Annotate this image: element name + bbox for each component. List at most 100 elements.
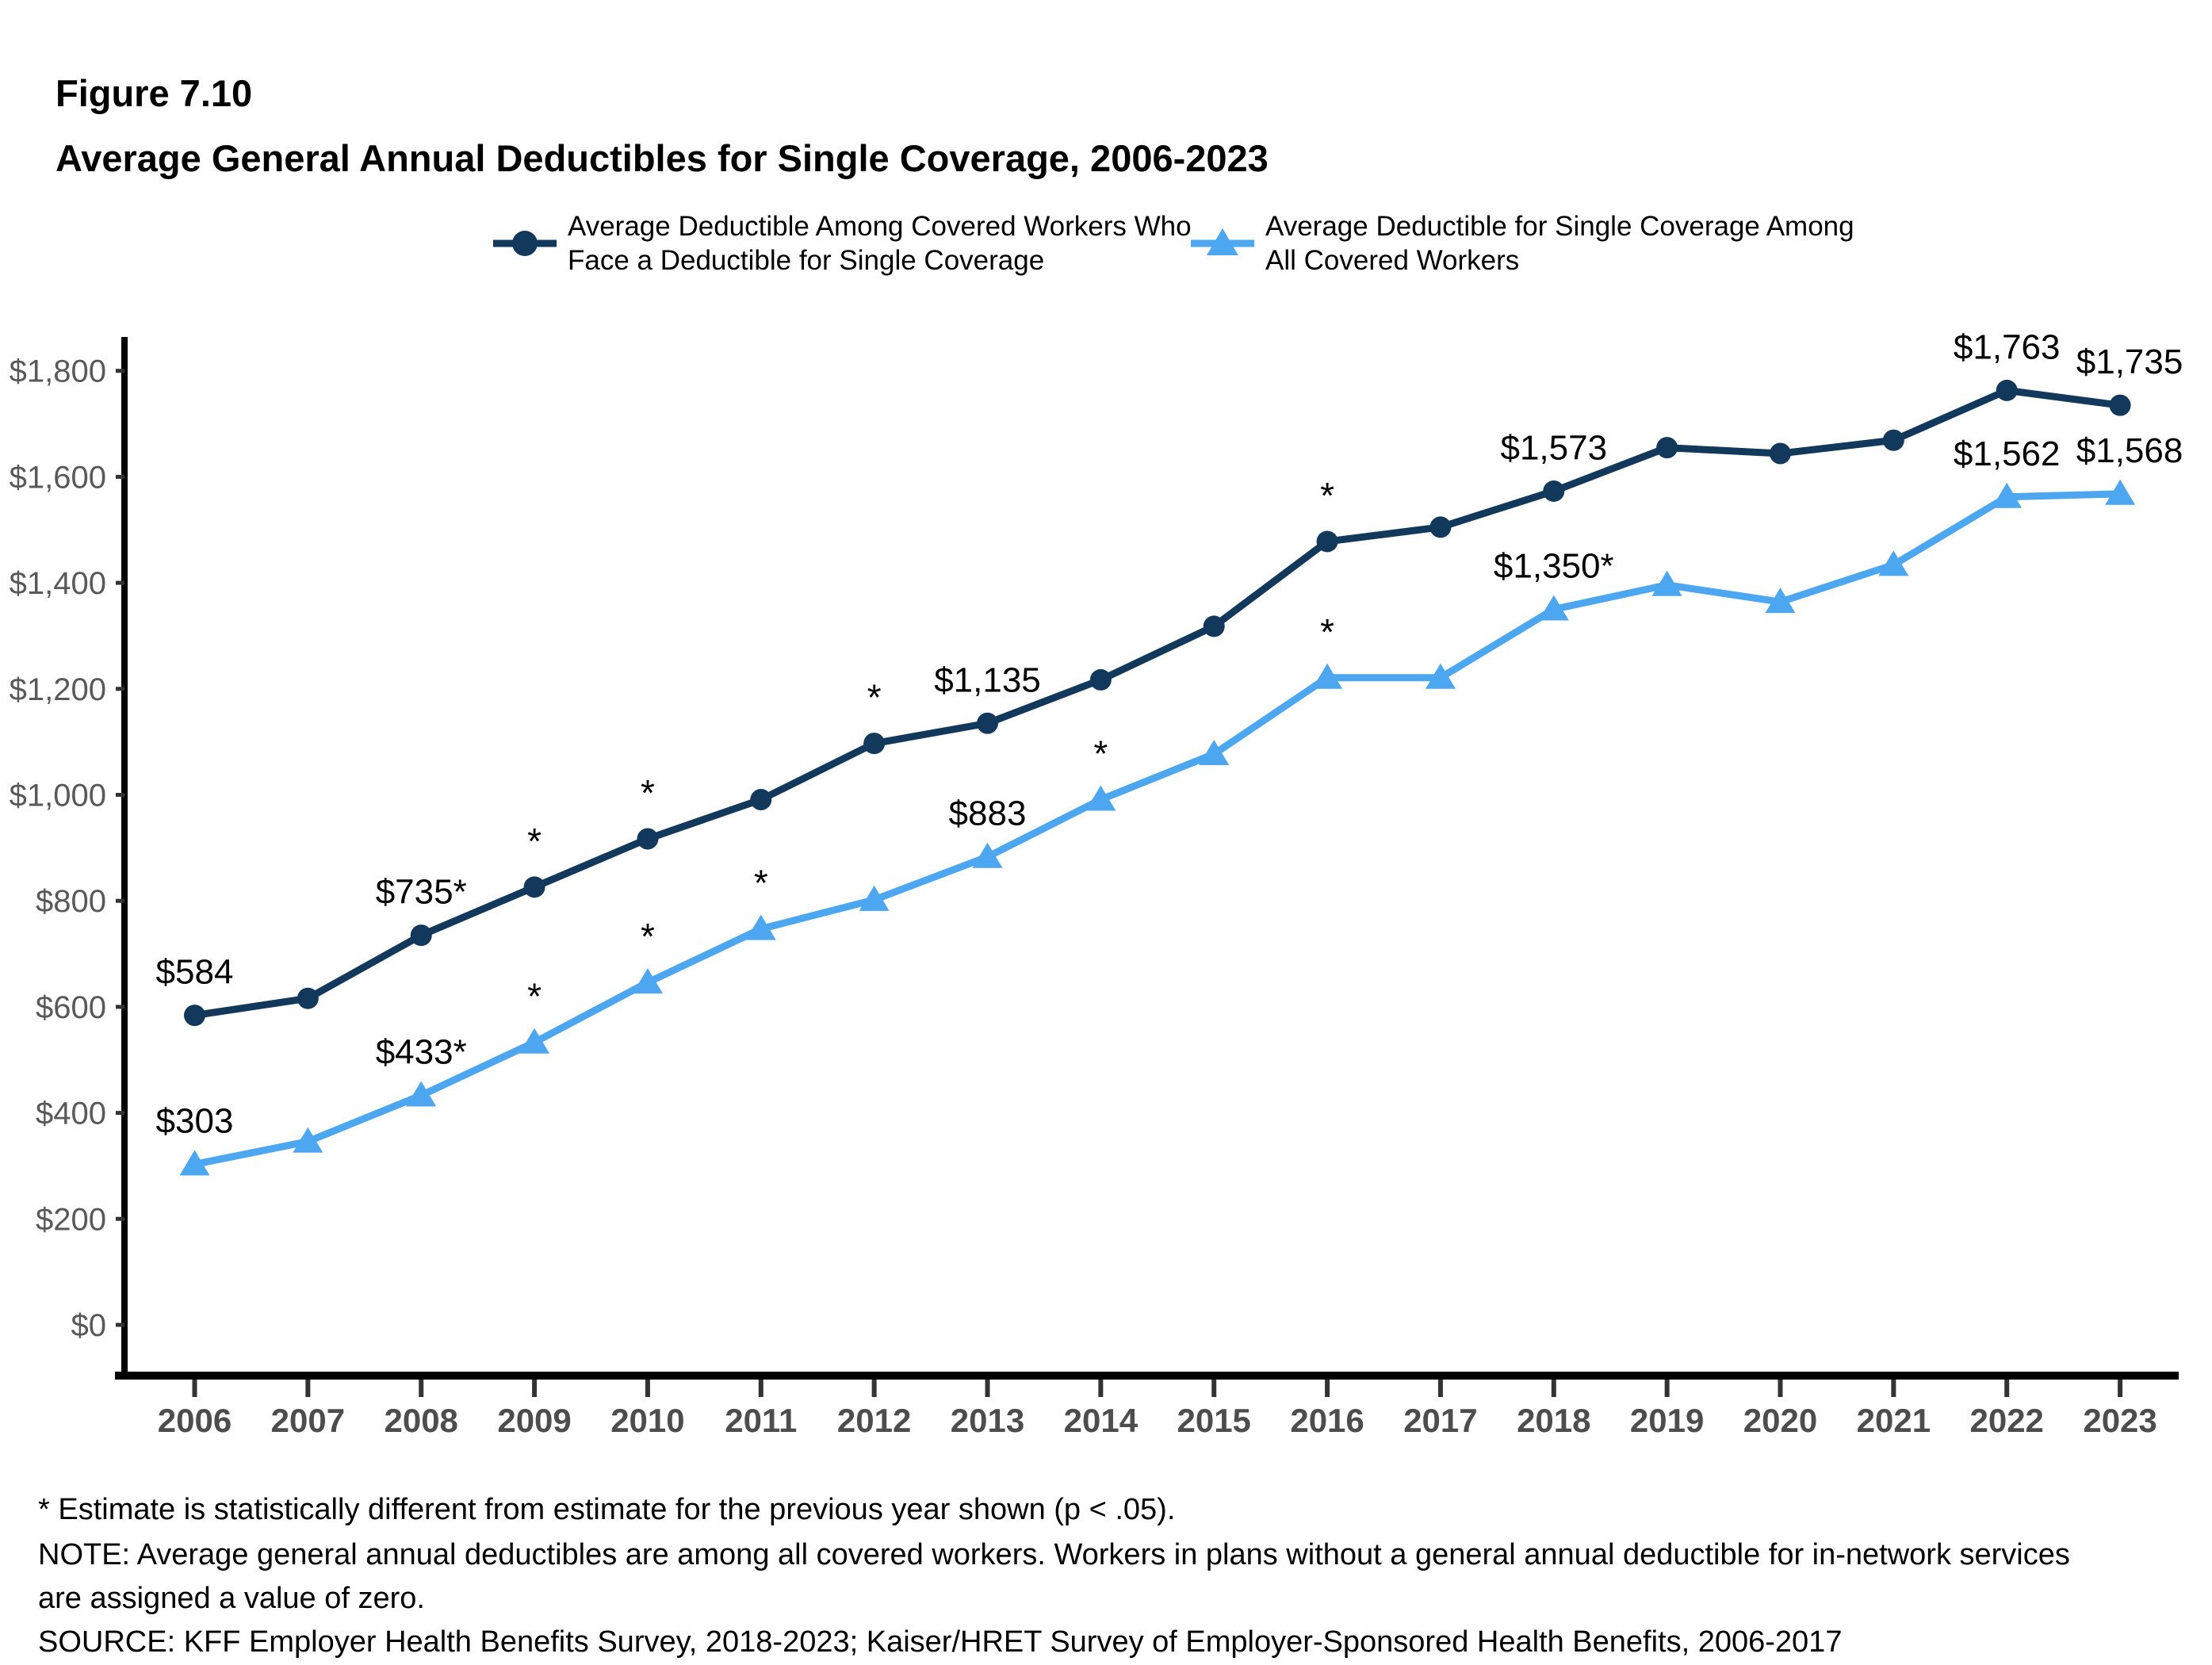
significance-asterisk-all-workers-2009: *	[527, 976, 542, 1017]
legend-item-face-deductible: Average Deductible Among Covered Workers…	[493, 211, 1192, 276]
data-point-all-workers-2006	[179, 1150, 210, 1176]
legend-label-dark-line1: Average Deductible Among Covered Workers…	[568, 211, 1192, 242]
y-tick-label: $200	[36, 1202, 106, 1237]
value-label-face-deductible-2008: $735*	[376, 873, 467, 912]
line-face-deductible	[191, 386, 2124, 1020]
x-tick-label-2019: 2019	[1630, 1402, 1704, 1439]
data-point-all-workers-2009	[519, 1028, 550, 1054]
x-tick-label-2010: 2010	[610, 1402, 684, 1439]
data-point-face-deductible-2021	[1882, 429, 1904, 451]
legend-triangle-marker-icon	[1207, 228, 1238, 255]
data-point-all-workers-2018	[1538, 595, 1569, 621]
x-tick-label-2021: 2021	[1857, 1402, 1931, 1439]
x-tick-label-2012: 2012	[837, 1402, 911, 1439]
data-point-face-deductible-2014	[1089, 668, 1112, 691]
x-tick-label-2009: 2009	[497, 1402, 571, 1439]
x-tick-label-2018: 2018	[1517, 1402, 1590, 1439]
x-tick-label-2020: 2020	[1743, 1402, 1817, 1439]
data-point-face-deductible-2019	[1656, 437, 1678, 459]
x-tick-label-2014: 2014	[1064, 1402, 1139, 1439]
x-tick-label-2016: 2016	[1290, 1402, 1364, 1439]
value-label-all-workers-2018: $1,350*	[1494, 547, 1614, 586]
significance-asterisk-face-deductible-2009: *	[527, 821, 542, 862]
data-point-all-workers-2013	[972, 842, 1003, 868]
data-point-face-deductible-2010	[637, 828, 659, 850]
data-point-all-workers-2016	[1312, 663, 1343, 689]
line-all-workers	[191, 490, 2124, 1168]
value-label-all-workers-2008: $433*	[376, 1033, 467, 1072]
data-point-face-deductible-2011	[750, 789, 772, 811]
figure-number: Figure 7.10	[55, 72, 252, 114]
significance-asterisk-face-deductible-2010: *	[641, 772, 655, 813]
data-point-all-workers-2020	[1765, 588, 1796, 614]
data-point-face-deductible-2016	[1316, 530, 1338, 553]
data-point-all-workers-2017	[1425, 663, 1456, 689]
data-point-all-workers-2023	[2105, 479, 2136, 505]
significance-asterisk-all-workers-2010: *	[641, 916, 655, 957]
data-point-face-deductible-2020	[1769, 442, 1791, 465]
value-label-all-workers-2023: $1,568	[2076, 431, 2183, 470]
series-face-deductible: $584 $735* $1,135 $1,573 $1,763 $1,735 * * * *	[156, 327, 2183, 1027]
y-tick-label: $800	[36, 884, 106, 919]
data-point-face-deductible-2023	[2109, 394, 2131, 416]
data-point-face-deductible-2006	[184, 1005, 205, 1027]
y-tick-label: $600	[36, 990, 106, 1025]
value-label-all-workers-2013: $883	[949, 794, 1027, 833]
y-tick-label: $0	[71, 1308, 107, 1343]
data-point-face-deductible-2018	[1543, 480, 1565, 502]
data-point-all-workers-2019	[1651, 570, 1682, 596]
value-label-face-deductible-2006: $584	[156, 953, 234, 992]
footnote-source: SOURCE: KFF Employer Health Benefits Sur…	[38, 1625, 1842, 1659]
data-point-all-workers-2007	[293, 1127, 323, 1153]
y-tick-label: $1,000	[10, 779, 106, 813]
y-tick-label: $1,400	[10, 566, 106, 601]
data-point-all-workers-2015	[1199, 740, 1230, 766]
data-point-all-workers-2010	[632, 968, 663, 994]
data-point-face-deductible-2007	[297, 987, 319, 1009]
value-label-all-workers-2006: $303	[156, 1101, 234, 1140]
data-point-all-workers-2008	[406, 1081, 437, 1107]
x-tick-label-2007: 2007	[271, 1402, 345, 1439]
y-tick-label: $1,600	[10, 460, 106, 495]
legend-item-all-workers: Average Deductible for Single Coverage A…	[1191, 211, 1854, 276]
x-tick-label-2013: 2013	[951, 1402, 1024, 1439]
significance-asterisk-face-deductible-2016: *	[1320, 475, 1334, 516]
x-tick-label-2023: 2023	[2083, 1402, 2157, 1439]
value-label-face-deductible-2023: $1,735	[2076, 343, 2183, 381]
footnote-block: * Estimate is statistically different fr…	[38, 1493, 2070, 1659]
data-point-face-deductible-2009	[523, 876, 545, 898]
x-tick-label-2006: 2006	[158, 1402, 232, 1439]
value-label-face-deductible-2022: $1,763	[1954, 327, 2061, 366]
x-tick-label-2008: 2008	[384, 1402, 457, 1439]
footnote-note-line1: NOTE: Average general annual deductibles…	[38, 1538, 2070, 1571]
data-point-face-deductible-2013	[976, 712, 998, 734]
data-point-all-workers-2014	[1085, 785, 1116, 811]
data-point-face-deductible-2008	[410, 924, 432, 947]
y-tick-label: $1,800	[10, 354, 106, 389]
x-tick-label-2015: 2015	[1177, 1402, 1250, 1439]
data-point-face-deductible-2012	[863, 733, 886, 755]
data-point-face-deductible-2022	[1996, 379, 2018, 401]
legend-label-dark-line2: Face a Deductible for Single Coverage	[568, 245, 1044, 276]
value-label-all-workers-2022: $1,562	[1954, 434, 2061, 473]
page-title: Average General Annual Deductibles for S…	[55, 137, 1269, 179]
data-point-all-workers-2021	[1878, 550, 1909, 576]
data-point-face-deductible-2017	[1429, 516, 1452, 538]
series-all-workers: $303 $433* $883 $1,350* $1,562 $1,568 * * * * *	[156, 431, 2183, 1176]
significance-asterisk-all-workers-2014: *	[1093, 733, 1108, 775]
data-point-face-deductible-2015	[1203, 615, 1225, 637]
x-tick-label-2017: 2017	[1403, 1402, 1477, 1439]
x-tick-label-2011: 2011	[725, 1402, 797, 1439]
y-tick-label: $400	[36, 1097, 106, 1131]
footnote-note-line2: are assigned a value of zero.	[38, 1582, 425, 1615]
footnote-significance: * Estimate is statistically different fr…	[38, 1493, 1175, 1526]
data-point-all-workers-2012	[859, 885, 890, 911]
legend-circle-marker-icon	[512, 231, 538, 256]
chart-legend: Average Deductible Among Covered Workers…	[493, 211, 1854, 276]
value-label-face-deductible-2013: $1,135	[934, 660, 1041, 699]
x-tick-label-2022: 2022	[1969, 1402, 2043, 1439]
significance-asterisk-face-deductible-2012: *	[867, 677, 882, 718]
data-point-all-workers-2011	[745, 914, 776, 940]
